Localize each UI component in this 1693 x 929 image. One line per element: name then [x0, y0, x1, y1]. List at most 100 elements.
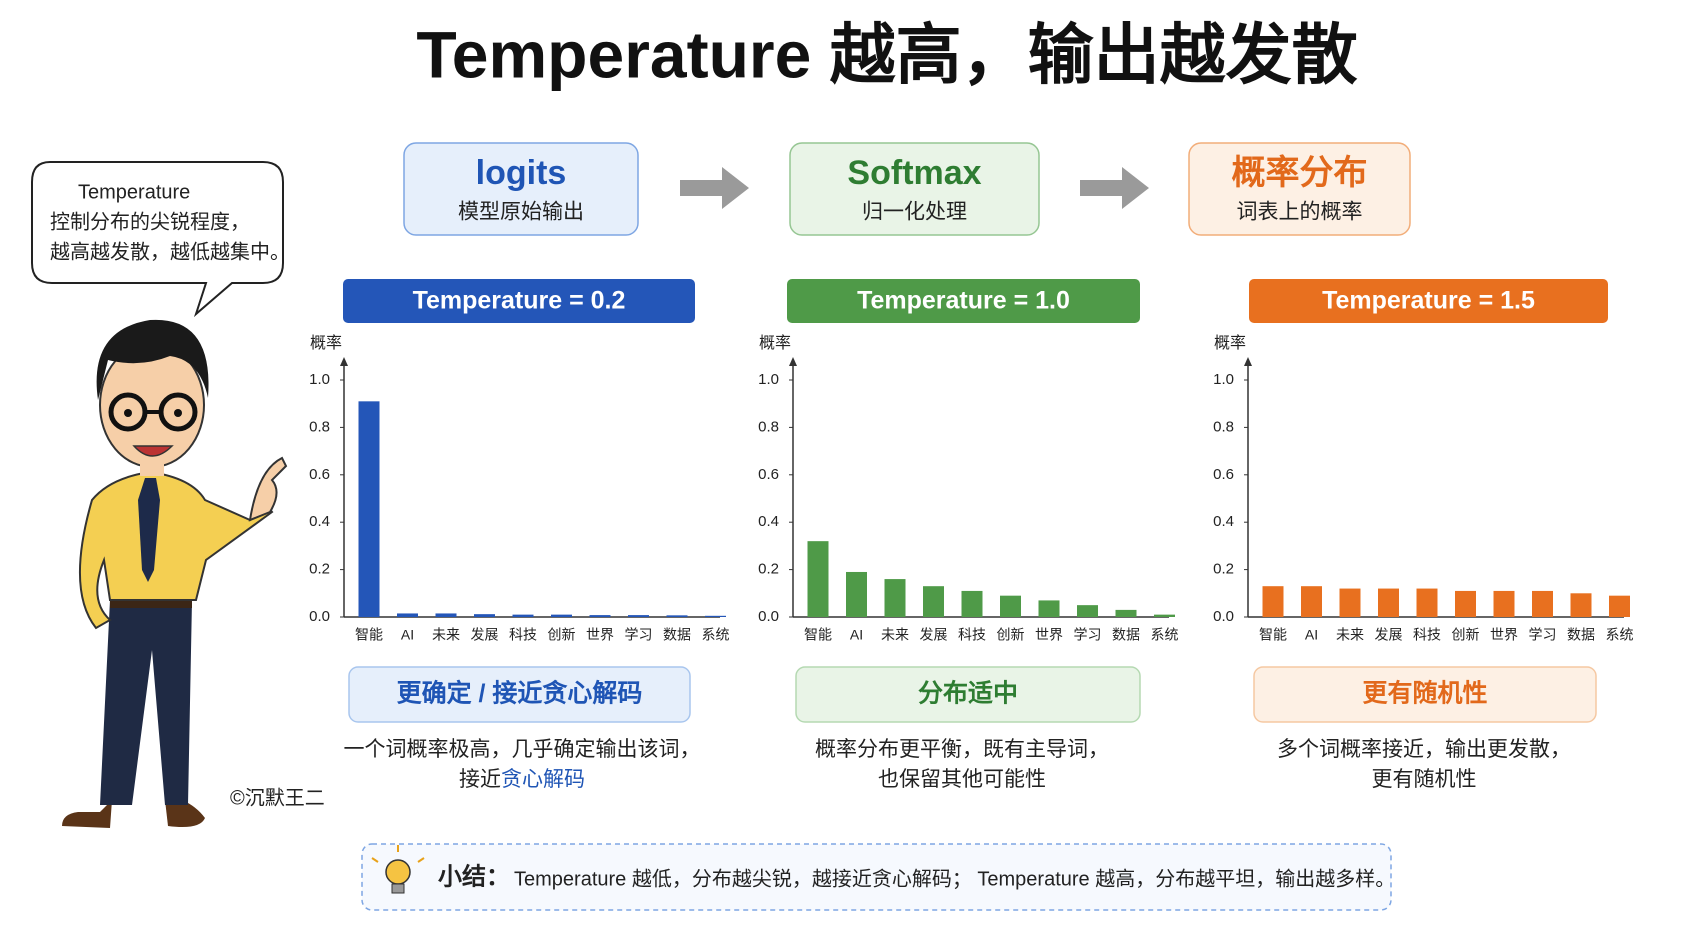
x-tick-label: 发展 [920, 627, 948, 643]
bar [1378, 588, 1399, 617]
x-tick-label: 智能 [1259, 627, 1287, 643]
bar [1532, 590, 1553, 617]
flow-arrow [680, 167, 749, 209]
bar [358, 401, 380, 617]
bar [397, 613, 418, 617]
conclusion-label: 小结： [438, 863, 510, 890]
description-line: 概率分布更平衡，既有主导词， [815, 738, 1109, 761]
y-tick-label: 0.6 [309, 466, 330, 483]
bar [1077, 605, 1098, 617]
bar [884, 579, 906, 617]
flow-arrow [1080, 167, 1149, 209]
x-tick-label: 创新 [997, 627, 1025, 643]
x-tick-label: 未来 [1336, 627, 1364, 643]
bar [1115, 609, 1137, 617]
y-tick-label: 1.0 [758, 371, 779, 388]
x-tick-label: 智能 [355, 627, 383, 643]
summary-box [795, 666, 1141, 723]
bar [923, 586, 944, 617]
y-tick-label: 0.2 [758, 561, 779, 578]
bar [1038, 600, 1060, 617]
y-tick-label: 1.0 [1213, 371, 1234, 388]
y-axis-label: 概率 [759, 334, 791, 352]
x-tick-label: 系统 [702, 627, 730, 643]
x-tick-label: 未来 [881, 627, 909, 643]
bar [1262, 586, 1284, 617]
description-line: 接近贪心解码 [459, 768, 585, 791]
x-tick-label: 发展 [1375, 627, 1403, 643]
y-tick-label: 0.6 [758, 466, 779, 483]
description-line: 更有随机性 [1372, 768, 1477, 791]
y-tick-label: 0.6 [1213, 466, 1234, 483]
summary-box [348, 666, 691, 723]
chart-banner [343, 279, 695, 323]
bar [1000, 595, 1021, 617]
x-tick-label: 创新 [548, 627, 576, 643]
x-tick-label: 数据 [1567, 627, 1595, 643]
flow-subtitle: 词表上的概率 [1237, 201, 1363, 224]
x-tick-label: 学习 [625, 627, 653, 643]
x-tick-label: 世界 [586, 627, 614, 643]
bar [435, 613, 457, 617]
x-tick-label: 科技 [958, 627, 986, 643]
bar [1339, 588, 1361, 617]
speech-line: 越高越发散，越低越集中。 [50, 240, 290, 263]
y-tick-label: 0.4 [309, 513, 330, 530]
x-tick-label: 智能 [804, 627, 832, 643]
summary-label: 更有随机性 [1362, 679, 1487, 708]
bar [1301, 586, 1322, 617]
description-segment: 接近 [459, 768, 501, 791]
summary-label: 分布适中 [918, 679, 1018, 708]
bar [1416, 588, 1438, 617]
y-tick-label: 0.0 [309, 608, 330, 625]
character [62, 319, 288, 828]
x-tick-label: 系统 [1606, 627, 1634, 643]
summary-label: 更确定 / 接近贪心解码 [397, 679, 643, 708]
y-tick-label: 0.8 [309, 418, 330, 435]
description-segment: 也保留其他可能性 [878, 768, 1046, 791]
bar [589, 615, 611, 617]
flow-title: logits [476, 154, 567, 192]
bar [961, 590, 983, 617]
y-axis-label: 概率 [1214, 334, 1246, 352]
x-tick-label: AI [401, 627, 414, 643]
description-line: 多个词概率接近，输出更发散， [1277, 738, 1571, 761]
bar [1609, 595, 1630, 617]
bar [628, 615, 649, 617]
flow-box [789, 142, 1040, 236]
speech-bubble [31, 161, 284, 318]
bar [807, 541, 829, 617]
flow-title: Softmax [847, 154, 981, 192]
x-tick-label: 世界 [1035, 627, 1063, 643]
flow-subtitle: 模型原始输出 [458, 201, 584, 224]
y-tick-label: 1.0 [309, 371, 330, 388]
description-segment: 概率分布更平衡，既有主导词， [815, 738, 1109, 761]
flow-title: 概率分布 [1232, 154, 1368, 192]
flow-subtitle: 归一化处理 [862, 201, 967, 224]
x-tick-label: 科技 [1413, 627, 1441, 643]
description-line: 也保留其他可能性 [878, 768, 1046, 791]
copyright: ©沉默王二 [230, 786, 325, 809]
summary-box [1253, 666, 1597, 723]
x-tick-label: 发展 [471, 627, 499, 643]
chart-title: Temperature = 1.0 [857, 287, 1070, 315]
y-tick-label: 0.8 [1213, 418, 1234, 435]
x-tick-label: 未来 [432, 627, 460, 643]
x-tick-label: 数据 [1112, 627, 1140, 643]
bulb-icon [371, 845, 425, 894]
bar [705, 615, 726, 617]
x-tick-label: 世界 [1490, 627, 1518, 643]
bar [666, 615, 688, 617]
y-axis-arrow [789, 357, 797, 366]
chart-banner [787, 279, 1140, 323]
x-tick-label: 系统 [1151, 627, 1179, 643]
x-tick-label: AI [850, 627, 863, 643]
description-segment: 更有随机性 [1372, 768, 1477, 791]
description-segment: 贪心解码 [501, 768, 585, 791]
description-segment: 多个词概率接近，输出更发散， [1277, 738, 1571, 761]
y-tick-label: 0.0 [758, 608, 779, 625]
y-axis-arrow [340, 357, 348, 366]
chart-title: Temperature = 1.5 [1322, 287, 1535, 315]
bar [1493, 590, 1515, 617]
